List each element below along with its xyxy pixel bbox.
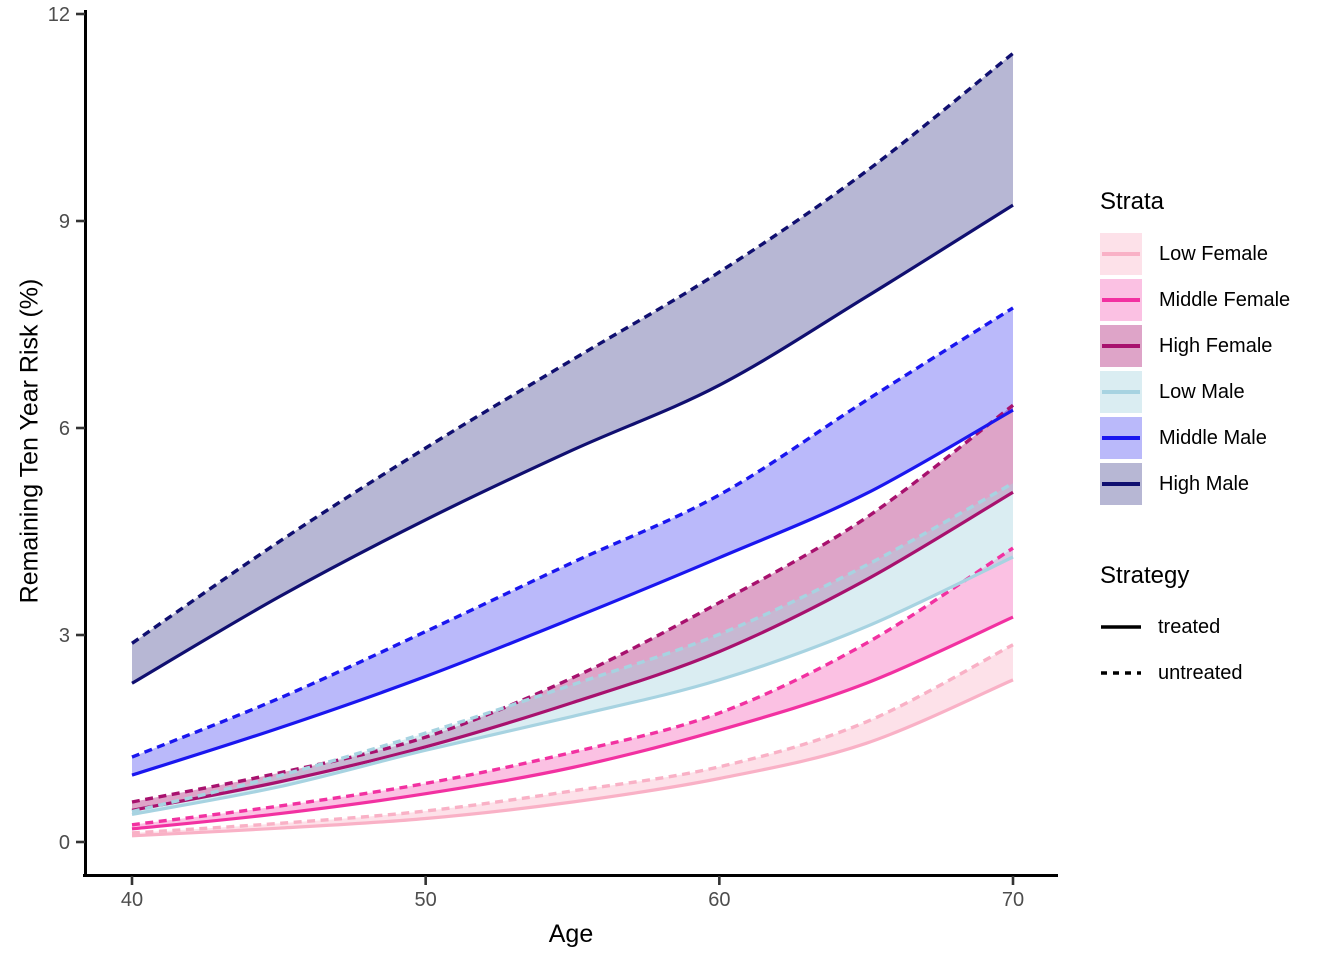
line-middle-male-treated (131, 408, 1014, 777)
legend-item-middle-female: Middle Female (1100, 279, 1290, 321)
legend-key-line-low-male (1102, 390, 1140, 394)
legend-key-untreated-line (1101, 671, 1141, 675)
legend-key-line-high-female (1102, 344, 1140, 348)
x-axis-title: Age (548, 920, 594, 948)
strata-legend-title: Strata (1100, 188, 1165, 215)
strategy-legend-title: Strategy (1100, 562, 1190, 589)
legend-swatch-high-female (1100, 325, 1142, 367)
legend-label-high-female: High Female (1159, 334, 1273, 357)
y-tick-label-9: 9 (59, 211, 70, 233)
ribbon-middle-male (132, 307, 1013, 776)
y-tick-label-12: 12 (48, 4, 70, 26)
legend-label-treated: treated (1158, 615, 1221, 638)
line-low-male-treated (131, 555, 1014, 816)
legend-item-low-female: Low Female (1100, 233, 1290, 275)
line-low-male-untreated (131, 481, 1014, 814)
legend-swatch-high-male (1100, 463, 1142, 505)
legend-label-low-male: Low Male (1159, 380, 1245, 403)
y-tick-label-0: 0 (59, 832, 70, 854)
line-high-female-untreated (131, 403, 1015, 804)
ribbon-middle-female (132, 548, 1013, 829)
line-high-female-treated (131, 490, 1014, 812)
x-tick-label-50: 50 (415, 889, 437, 911)
legend-key-line-middle-male (1102, 436, 1140, 440)
ribbon-high-male (132, 53, 1013, 684)
legend-item-high-female: High Female (1100, 325, 1290, 367)
legend: Strata Low Female Middle Female High Femal… (1100, 188, 1290, 696)
legend-item-treated: treated (1100, 604, 1290, 650)
legend-key-line-middle-female (1102, 298, 1140, 302)
line-high-male-untreated (131, 51, 1015, 645)
line-low-female-treated (131, 678, 1014, 838)
line-middle-female-treated (131, 615, 1014, 831)
legend-key-treated-line (1101, 625, 1141, 629)
legend-key-line-high-male (1102, 482, 1140, 486)
x-tick-label-70: 70 (1002, 889, 1024, 911)
x-tick-label-40: 40 (121, 889, 143, 911)
y-tick-label-6: 6 (59, 418, 70, 440)
line-high-male-treated (131, 203, 1014, 685)
legend-swatch-middle-male (1100, 417, 1142, 459)
x-tick-label-60: 60 (708, 889, 730, 911)
y-axis-title: Remaining Ten Year Risk (%) (15, 278, 44, 604)
legend-item-middle-male: Middle Male (1100, 417, 1290, 459)
legend-key-line-low-female (1102, 252, 1140, 256)
legend-item-untreated: untreated (1100, 650, 1290, 696)
y-tick-label-3: 3 (59, 625, 70, 647)
ribbon-low-female (132, 644, 1013, 836)
strategy-legend-items: treated untreated (1100, 604, 1290, 696)
legend-swatch-middle-female (1100, 279, 1142, 321)
legend-label-middle-male: Middle Male (1159, 426, 1267, 449)
legend-label-high-male: High Male (1159, 472, 1250, 495)
line-middle-female-untreated (131, 546, 1014, 827)
legend-swatch-low-male (1100, 371, 1142, 413)
legend-swatch-low-female (1100, 233, 1142, 275)
line-low-female-untreated (131, 643, 1014, 835)
legend-label-low-female: Low Female (1159, 242, 1268, 265)
legend-label-untreated: untreated (1158, 661, 1243, 684)
legend-label-middle-female: Middle Female (1159, 288, 1291, 311)
legend-item-high-male: High Male (1100, 463, 1290, 505)
strata-legend-items: Low Female Middle Female High Female Low Ma… (1100, 233, 1290, 505)
legend-item-low-male: Low Male (1100, 371, 1290, 413)
